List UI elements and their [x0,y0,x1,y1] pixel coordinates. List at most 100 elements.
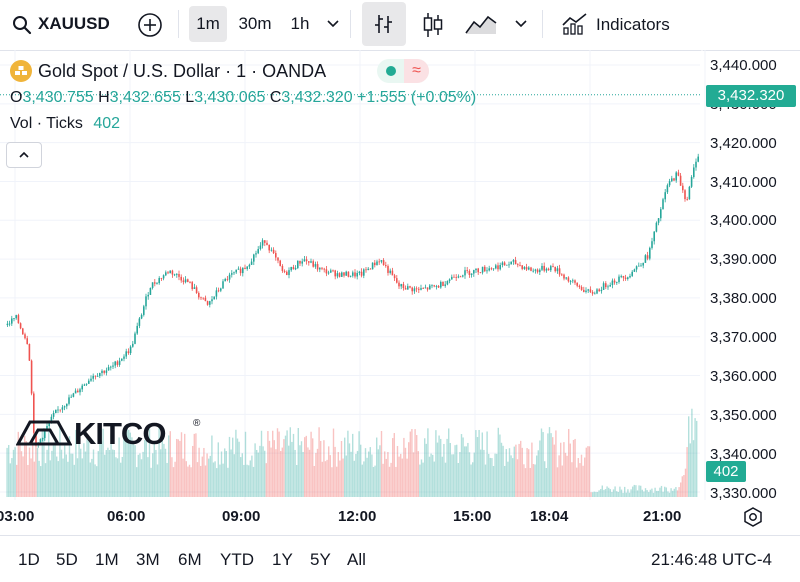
candle-body [363,269,365,276]
volume-bar [257,452,259,497]
kitco-wordmark: KITCO [74,416,166,451]
range-6m[interactable]: 6M [178,550,202,569]
volume-bar [473,452,475,497]
candlestick-icon[interactable] [421,12,445,38]
candle-body [668,181,671,186]
range-bar: 1D 5D 1M 3M 6M YTD 1Y 5Y All 21:46:48 UT… [0,535,800,582]
volume-bar [33,461,35,497]
candle-body [151,282,154,288]
candle-body [132,343,134,347]
range-1m[interactable]: 1M [95,550,119,569]
volume-bar [36,448,39,497]
volume-bar [576,467,578,497]
volume-bar [352,433,354,497]
volume-bar [382,463,384,497]
candle-body [547,268,550,271]
candle-body [356,272,358,277]
range-5d[interactable]: 5D [56,550,78,569]
chevron-down-icon[interactable] [326,18,340,30]
volume-bar [44,463,47,497]
market-status-badge[interactable]: ≈ [377,59,429,83]
candle-body [510,261,512,265]
volume-bar [691,408,693,497]
volume-bar [355,453,357,497]
candle-body [646,255,649,259]
volume-bar [312,438,314,497]
add-symbol-icon[interactable] [137,12,163,38]
volume-bar [648,492,650,497]
volume-bar [406,458,408,497]
candle-body [618,276,620,283]
volume-bar [224,448,226,497]
volume-bar [184,433,186,497]
timeframe-1h[interactable]: 1h [290,14,310,33]
candle-body [327,272,330,274]
volume-bar [190,467,192,497]
indicators-button[interactable]: Indicators [560,6,690,42]
volume-bar [43,428,45,497]
candle-body [583,289,585,292]
chart-pane[interactable] [0,50,800,535]
volume-bar [600,489,602,497]
candle-body [303,259,306,262]
chevron-down-icon[interactable] [514,18,528,30]
range-3m[interactable]: 3M [136,550,160,569]
chart-settings-gear-icon[interactable] [742,506,764,528]
volume-bar [384,451,386,497]
volume-bar [572,440,575,497]
candle-body [220,288,222,291]
range-all[interactable]: All [347,550,366,569]
range-1d[interactable]: 1D [18,550,40,569]
volume-bar [244,431,247,497]
candle-body [644,255,647,263]
volume-bar [472,462,474,497]
volume-bar [16,464,18,497]
collapse-legend-button[interactable] [6,142,42,168]
volume-bar [569,443,571,497]
symbol-search-button[interactable]: XAUUSD [10,6,122,42]
candle-body [341,272,343,277]
range-1y[interactable]: 1Y [272,550,293,569]
candle-body [349,275,352,277]
candle-body [275,253,277,258]
volume-bar [508,448,511,497]
clock-display[interactable]: 21:46:48 UTC-4 [651,550,772,569]
timeframe-30m[interactable]: 30m [238,14,272,33]
volume-bar [246,464,248,497]
candle-body [660,209,662,219]
candle-body [279,260,281,266]
volume-bar [283,439,285,497]
volume-bar [62,458,64,497]
candle-body [288,270,290,276]
candle-body [15,315,17,319]
volume-bar [564,452,567,497]
price-tick: 3,440.000 [710,57,777,74]
price-tick: 3,350.000 [710,407,777,424]
volume-bar [196,462,199,497]
volume-bar [324,461,327,497]
candle-body [613,280,616,283]
range-5y[interactable]: 5Y [310,550,331,569]
candle-body [448,279,451,282]
legend-title: Gold Spot / U.S. Dollar · 1 · OANDA [38,61,327,81]
volume-bar [628,492,631,497]
candle-body [253,254,255,262]
candle-body [525,267,528,270]
volume-bar [193,433,195,497]
candles-button[interactable] [362,2,406,46]
candle-body [114,361,116,366]
candle-body [396,278,398,283]
range-ytd[interactable]: YTD [220,550,254,569]
candle-body [365,269,367,271]
volume-bar [409,431,411,497]
candle-body [682,185,684,191]
candle-body [385,265,387,267]
area-chart-icon[interactable] [465,13,497,35]
candle-body [387,266,389,273]
price-chart[interactable] [0,50,800,535]
timeframe-1m[interactable]: 1m [189,6,227,42]
candle-body [506,264,508,266]
candle-body [72,393,75,397]
volume-bar [609,489,611,497]
volume-bar [424,438,426,497]
